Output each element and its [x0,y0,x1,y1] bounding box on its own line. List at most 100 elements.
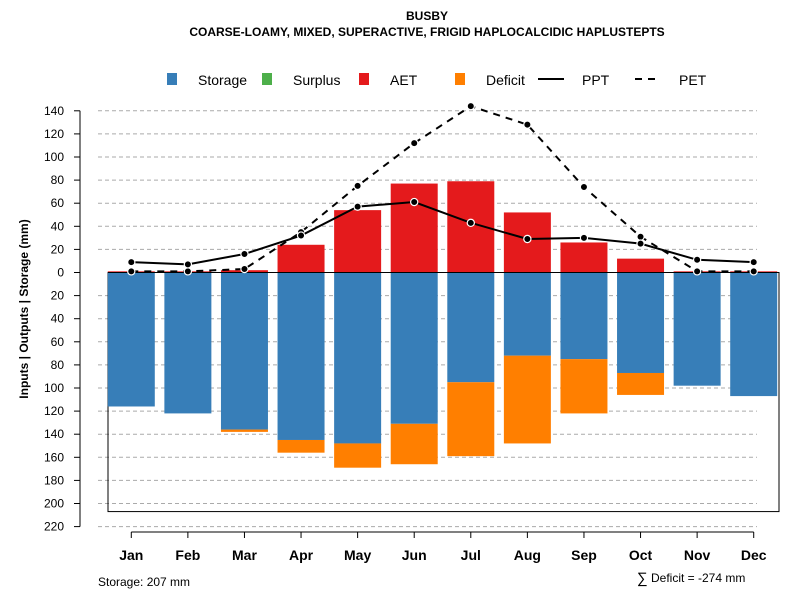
storage-bar-aug [503,272,551,356]
x-tick-label-jun: Jun [402,547,427,563]
y-tick-label-100: 100 [44,150,64,164]
pet-point-jan [127,267,136,276]
deficit-bar-aug [503,355,551,444]
pet-point-may [353,181,362,191]
y-tick-label--20: 20 [51,289,65,303]
y-tick-label-0: 0 [57,266,64,280]
x-tick-label-apr: Apr [289,547,314,563]
storage-bar-dec [730,272,778,397]
y-tick-label--200: 200 [44,497,64,511]
legend-swatch-surplus [262,73,272,85]
ppt-point-jun [410,197,419,207]
ppt-point-nov [692,255,702,264]
x-tick-label-feb: Feb [175,547,200,563]
ppt-point-may [353,202,362,211]
storage-bar-sep [560,272,608,360]
x-tick-label-sep: Sep [571,547,597,563]
ppt-point-sep [579,233,589,243]
y-tick-label--40: 40 [51,312,65,326]
deficit-bar-may [334,443,382,468]
lines [127,101,758,276]
deficit-bar-jun [390,423,438,465]
y-tick-label-140: 140 [44,104,64,118]
ppt-point-feb [183,260,193,269]
aet-bar-oct [617,258,665,273]
pet-point-dec [749,267,758,276]
pet-line [131,105,754,273]
deficit-bar-apr [277,439,325,453]
legend-swatch-aet [359,73,369,85]
y-tick-label-40: 40 [51,219,65,233]
y-tick-label--100: 100 [44,381,64,395]
legend: Storage Surplus AET Deficit PPT PET [167,72,707,88]
storage-footer: Storage: 207 mm [98,575,190,589]
aet-bar-apr [277,244,325,273]
deficit-bar-jul [447,382,495,457]
storage-bar-feb [164,272,212,414]
legend-label-storage: Storage [198,72,247,88]
ppt-point-jan [127,257,136,267]
x-tick-label-dec: Dec [741,547,767,563]
ppt-point-oct [636,239,645,248]
y-tick-label--120: 120 [44,404,64,418]
y-tick-label--80: 80 [51,358,65,372]
pet-point-jun [410,138,419,148]
legend-swatch-deficit [455,73,465,85]
pet-point-mar [240,264,249,274]
storage-bar-apr [277,272,325,440]
y-tick-label--220: 220 [44,520,64,534]
x-tick-label-mar: Mar [232,547,257,563]
storage-bar-nov [673,272,721,386]
legend-swatch-storage [167,73,177,85]
deficit-footer: Deficit = -274 mm [651,571,745,585]
y-tick-label--160: 160 [44,450,64,464]
ppt-point-apr [296,231,306,240]
y-tick-label--140: 140 [44,427,64,441]
legend-label-deficit: Deficit [486,72,525,88]
storage-bar-jan [107,272,155,407]
aet-bar-may [334,210,382,273]
ppt-line [131,201,754,266]
deficit-bar-oct [617,372,665,395]
pet-point-nov [692,267,702,276]
legend-label-aet: AET [390,72,418,88]
y-tick-label--180: 180 [44,473,64,487]
pet-point-oct [636,232,645,241]
deficit-bar-mar [220,429,268,432]
storage-bar-may [334,272,382,444]
storage-bar-mar [220,272,268,430]
y-tick-label-20: 20 [51,242,65,256]
x-tick-label-nov: Nov [684,547,711,563]
y-tick-label-80: 80 [51,173,65,187]
ppt-point-aug [523,234,532,244]
storage-bar-oct [617,272,665,373]
pet-point-aug [523,120,532,129]
x-tick-label-oct: Oct [629,547,653,563]
pet-point-jul [466,101,475,111]
x-tick-label-jul: Jul [461,547,481,563]
deficit-bar-sep [560,359,608,414]
pet-point-sep [579,182,589,192]
x-tick-label-jan: Jan [119,547,143,563]
legend-label-surplus: Surplus [293,72,340,88]
y-axis-label: Inputs | Outputs | Storage (mm) [17,219,31,398]
aet-bar-jun [390,183,438,273]
ppt-point-dec [749,257,758,267]
legend-label-pet: PET [679,72,707,88]
storage-bar-jul [447,272,495,383]
ppt-point-jul [466,218,475,228]
y-tick-label--60: 60 [51,335,65,349]
legend-label-ppt: PPT [582,72,610,88]
bars [107,181,779,468]
chart-title: BUSBY [406,9,448,23]
y-tick-label-60: 60 [51,196,65,210]
aet-bar-sep [560,242,608,273]
y-tick-label-120: 120 [44,127,64,141]
chart-subtitle: COARSE-LOAMY, MIXED, SUPERACTIVE, FRIGID… [189,25,664,39]
pet-point-feb [183,267,193,276]
storage-bar-jun [390,272,438,424]
ppt-point-mar [240,249,249,259]
axes: 2202001801601401201008060402002040608010… [44,104,767,563]
x-tick-label-aug: Aug [514,547,541,563]
